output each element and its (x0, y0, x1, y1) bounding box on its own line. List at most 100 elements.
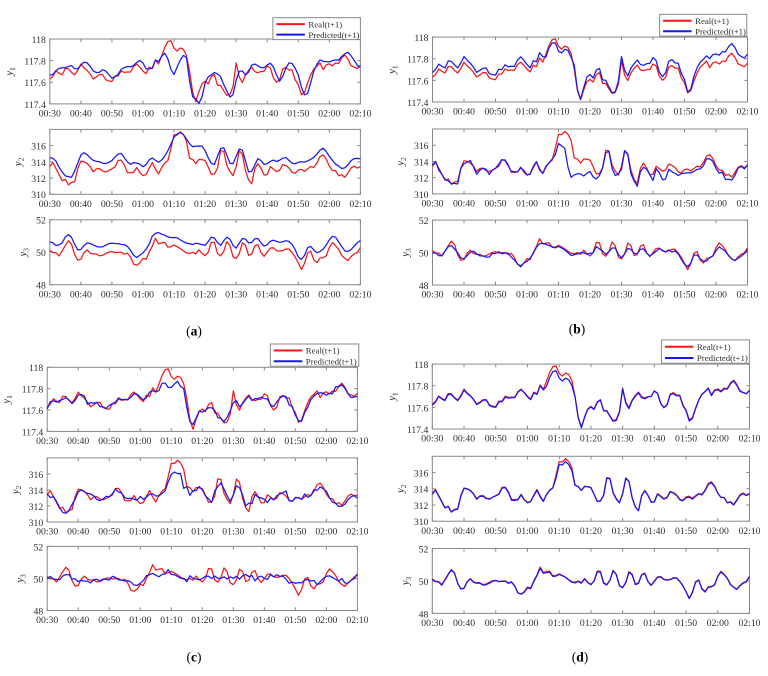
svg-text:01:50: 01:50 (284, 527, 306, 538)
svg-text:316: 316 (414, 141, 429, 152)
svg-text:50: 50 (419, 248, 429, 259)
svg-text:01:30: 01:30 (612, 526, 634, 537)
svg-text:Real(t+1): Real(t+1) (308, 19, 342, 29)
svg-text:02:00: 02:00 (318, 289, 340, 300)
svg-text:Predicted(t+1): Predicted(t+1) (697, 353, 748, 363)
svg-text:118: 118 (414, 33, 428, 44)
svg-text:117.6: 117.6 (22, 406, 44, 417)
svg-text:00:40: 00:40 (67, 527, 89, 538)
svg-text:01:40: 01:40 (256, 109, 278, 120)
svg-text:00:50: 00:50 (98, 527, 120, 538)
svg-text:02:00: 02:00 (705, 290, 727, 301)
svg-text:310: 310 (29, 518, 44, 529)
svg-text:01:10: 01:10 (547, 107, 569, 118)
svg-text:01:50: 01:50 (673, 199, 695, 210)
svg-text:02:10: 02:10 (736, 199, 758, 210)
svg-text:Real(t+1): Real(t+1) (697, 342, 731, 352)
svg-text:00:40: 00:40 (453, 434, 475, 445)
svg-text:01:40: 01:40 (643, 434, 665, 445)
svg-text:00:30: 00:30 (39, 289, 61, 300)
svg-text:02:10: 02:10 (738, 618, 760, 629)
svg-text:02:00: 02:00 (318, 109, 340, 120)
svg-text:117.4: 117.4 (407, 98, 429, 109)
svg-text:117.4: 117.4 (24, 100, 46, 111)
svg-text:314: 314 (29, 486, 44, 497)
svg-text:Predicted(t+1): Predicted(t+1) (306, 356, 357, 366)
svg-text:02:00: 02:00 (315, 436, 337, 447)
svg-text:117.6: 117.6 (24, 78, 46, 89)
svg-text:00:50: 00:50 (484, 290, 506, 301)
svg-text:y1: y1 (387, 65, 400, 75)
svg-text:01:10: 01:10 (163, 289, 185, 300)
svg-text:01:20: 01:20 (191, 436, 213, 447)
svg-text:118: 118 (414, 360, 428, 371)
svg-text:00:50: 00:50 (98, 436, 120, 447)
svg-text:01:10: 01:10 (160, 527, 182, 538)
svg-text:y2: y2 (13, 157, 26, 167)
svg-text:01:20: 01:20 (580, 618, 602, 629)
svg-text:117.6: 117.6 (407, 403, 429, 414)
svg-text:01:10: 01:10 (160, 436, 182, 447)
svg-text:01:50: 01:50 (675, 618, 697, 629)
svg-text:00:40: 00:40 (70, 109, 92, 120)
svg-text:01:00: 01:00 (129, 527, 151, 538)
svg-text:y1: y1 (4, 67, 16, 77)
svg-text:01:20: 01:20 (580, 526, 602, 537)
svg-text:01:50: 01:50 (284, 615, 306, 626)
svg-text:01:10: 01:10 (163, 109, 185, 120)
svg-text:312: 312 (29, 502, 44, 513)
svg-text:(c): (c) (187, 649, 202, 664)
svg-text:00:40: 00:40 (70, 289, 92, 300)
svg-text:02:10: 02:10 (738, 526, 760, 537)
svg-text:02:10: 02:10 (349, 199, 371, 210)
svg-text:316: 316 (31, 142, 46, 153)
svg-text:02:00: 02:00 (318, 199, 340, 210)
svg-text:01:40: 01:40 (256, 199, 278, 210)
svg-text:00:50: 00:50 (485, 618, 507, 629)
svg-text:00:30: 00:30 (39, 109, 61, 120)
svg-text:310: 310 (414, 517, 429, 528)
svg-text:01:00: 01:00 (516, 526, 538, 537)
svg-text:117.8: 117.8 (22, 385, 44, 396)
svg-text:01:20: 01:20 (194, 199, 216, 210)
svg-text:y1: y1 (2, 395, 15, 405)
svg-text:00:50: 00:50 (101, 199, 123, 210)
svg-text:01:00: 01:00 (516, 199, 538, 210)
svg-text:y3: y3 (400, 577, 413, 587)
svg-text:01:40: 01:40 (253, 615, 275, 626)
svg-text:01:30: 01:30 (610, 107, 632, 118)
svg-text:00:30: 00:30 (36, 436, 58, 447)
svg-text:52: 52 (419, 216, 429, 227)
svg-text:50: 50 (36, 248, 46, 259)
svg-text:01:50: 01:50 (675, 526, 697, 537)
svg-text:118: 118 (32, 35, 46, 46)
svg-text:01:20: 01:20 (191, 527, 213, 538)
svg-text:02:00: 02:00 (315, 615, 337, 626)
svg-text:00:40: 00:40 (453, 618, 475, 629)
svg-text:00:50: 00:50 (485, 526, 507, 537)
svg-text:00:40: 00:40 (453, 526, 475, 537)
svg-text:02:10: 02:10 (349, 109, 371, 120)
svg-text:01:30: 01:30 (610, 290, 632, 301)
svg-text:02:10: 02:10 (346, 436, 368, 447)
svg-text:01:40: 01:40 (642, 290, 664, 301)
svg-text:01:30: 01:30 (610, 199, 632, 210)
svg-text:01:40: 01:40 (642, 107, 664, 118)
svg-text:00:50: 00:50 (485, 434, 507, 445)
svg-text:00:50: 00:50 (101, 109, 123, 120)
svg-text:01:50: 01:50 (287, 289, 309, 300)
svg-text:117.8: 117.8 (24, 57, 46, 68)
svg-text:01:00: 01:00 (516, 107, 538, 118)
svg-text:y3: y3 (18, 248, 31, 258)
svg-text:00:40: 00:40 (70, 199, 92, 210)
svg-text:y3: y3 (15, 574, 28, 584)
svg-text:01:30: 01:30 (225, 289, 247, 300)
svg-text:01:30: 01:30 (612, 618, 634, 629)
svg-text:01:30: 01:30 (225, 199, 247, 210)
svg-text:314: 314 (31, 158, 46, 169)
svg-text:312: 312 (414, 174, 429, 185)
svg-text:01:20: 01:20 (194, 289, 216, 300)
svg-text:01:40: 01:40 (253, 527, 275, 538)
svg-text:48: 48 (36, 281, 46, 292)
svg-text:00:30: 00:30 (421, 107, 443, 118)
